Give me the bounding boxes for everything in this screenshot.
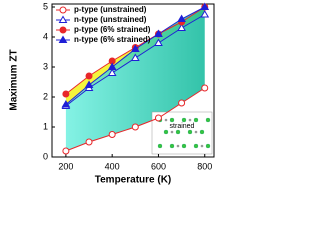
x-axis-title: Temperature (K) — [95, 175, 172, 186]
marker — [130, 53, 140, 61]
legend-marker — [59, 26, 67, 34]
y-axis-title: Maximum ZT — [9, 49, 20, 110]
legend-label: p-type (unstrained) — [74, 5, 147, 14]
marker — [154, 29, 163, 37]
marker — [154, 38, 163, 46]
y-tick-label: 1 — [43, 121, 48, 131]
marker — [200, 10, 210, 18]
marker — [107, 62, 117, 70]
legend-marker — [58, 35, 68, 43]
legend-label: p-type (6% strained) — [74, 25, 151, 34]
plot-frame — [51, 3, 215, 158]
y-tick-label: 2 — [43, 91, 48, 101]
x-tick-label: 600 — [151, 161, 166, 171]
marker — [85, 72, 93, 80]
marker — [131, 123, 139, 131]
legend-label: n-type (unstrained) — [74, 15, 147, 24]
inset-label: strained — [170, 123, 195, 130]
marker — [200, 2, 210, 10]
chart: strained Temperature (K) Maximum ZT 0 1 2 3… — [9, 1, 215, 186]
marker — [177, 14, 186, 22]
y-tick-label: 0 — [43, 151, 48, 161]
marker — [108, 131, 116, 138]
fill-area — [65, 7, 205, 151]
marker — [62, 90, 70, 98]
legend-marker — [59, 6, 67, 14]
marker — [154, 114, 162, 122]
x-tick-label: 400 — [105, 161, 120, 171]
y-tick-label: 4 — [43, 31, 48, 41]
legend-marker — [58, 15, 68, 23]
y-tick-label: 3 — [43, 61, 48, 71]
y-tick-label: 5 — [43, 1, 48, 11]
x-tick-label: 200 — [58, 161, 73, 171]
inset: strained — [151, 111, 213, 155]
legend-label: n-type (6% strained) — [74, 35, 151, 44]
marker — [62, 147, 70, 155]
page: strained Temperature (K) Maximum ZT 0 1 2 3… — [8, 1, 215, 186]
x-tick-label: 800 — [197, 161, 212, 171]
marker — [177, 23, 186, 31]
marker — [201, 84, 209, 92]
lattice — [157, 117, 211, 149]
marker — [130, 44, 140, 52]
marker — [84, 80, 94, 88]
marker — [61, 100, 71, 108]
marker — [107, 68, 117, 76]
marker — [178, 99, 186, 107]
lattice-atoms — [164, 118, 204, 148]
marker — [85, 138, 93, 146]
